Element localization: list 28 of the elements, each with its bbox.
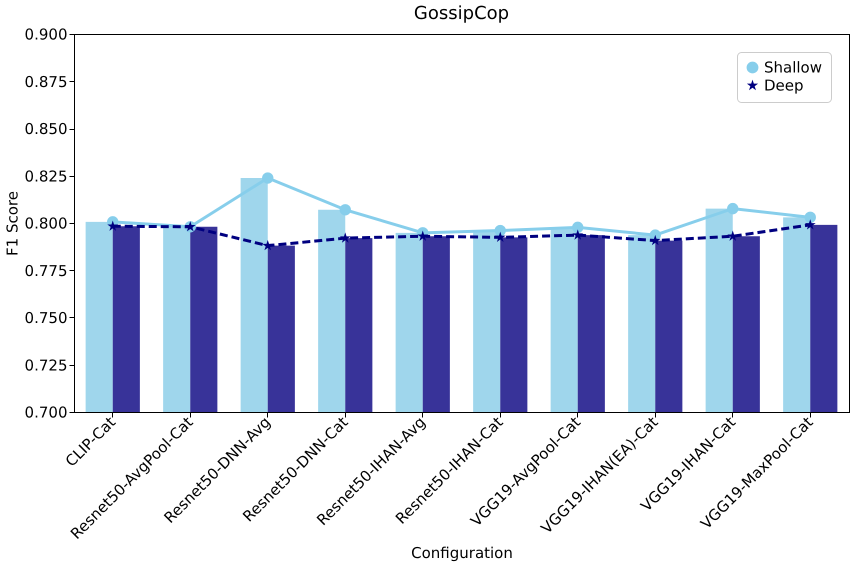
point [340, 204, 351, 216]
point [804, 219, 816, 230]
y-tick-label: 0.775 [24, 262, 68, 280]
point [417, 230, 428, 241]
y-tick-label: 0.875 [24, 72, 68, 91]
y-tick-label: 0.800 [24, 214, 68, 232]
point [572, 222, 584, 234]
point [494, 224, 506, 236]
point [572, 229, 584, 240]
legend-label: Shallow [764, 58, 822, 76]
y-axis-title: F1 Score [4, 191, 22, 256]
point [727, 202, 738, 214]
x-axis-title: Configuration [411, 544, 513, 562]
point [804, 212, 816, 224]
point [262, 172, 274, 184]
y-tick-label: 0.750 [24, 309, 68, 327]
y-tick-label: 0.900 [24, 26, 68, 44]
chart-title: GossipCop [414, 3, 510, 24]
legend-label: Deep [764, 76, 804, 94]
point [262, 240, 274, 250]
y-tick-label: 0.700 [24, 404, 68, 422]
point [340, 232, 351, 243]
point [494, 232, 506, 242]
y-tick-label: 0.725 [24, 356, 68, 374]
y-tick-label: 0.825 [24, 167, 68, 186]
point [650, 234, 661, 246]
point [107, 220, 118, 231]
y-tick-label: 0.850 [24, 120, 68, 138]
